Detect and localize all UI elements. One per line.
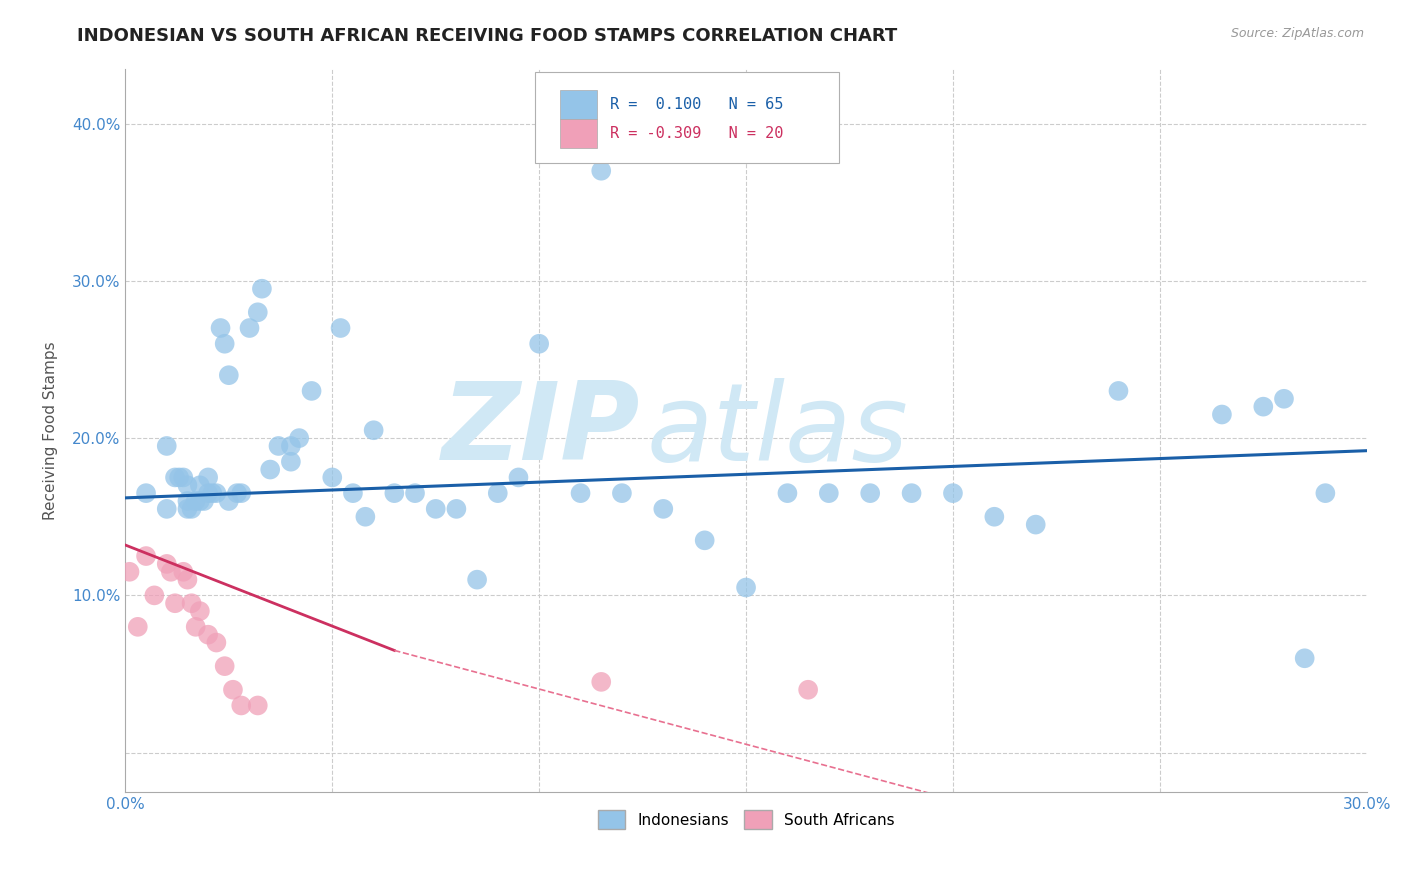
Text: Source: ZipAtlas.com: Source: ZipAtlas.com [1230, 27, 1364, 40]
Point [231, 698, 253, 713]
Point [508, 470, 530, 484]
Point [527, 336, 550, 351]
Point [280, 439, 302, 453]
Point [197, 486, 219, 500]
Point [218, 368, 240, 383]
Point [118, 565, 141, 579]
Point [569, 486, 592, 500]
Point [214, 659, 236, 673]
Point [160, 565, 183, 579]
Point [652, 501, 675, 516]
Point [231, 486, 253, 500]
Point [163, 470, 186, 484]
Point [267, 439, 290, 453]
Bar [560, 120, 598, 148]
Point [156, 501, 179, 516]
Point [1211, 408, 1233, 422]
FancyBboxPatch shape [536, 72, 839, 162]
Point [201, 486, 224, 500]
Point [591, 674, 613, 689]
Point [135, 486, 157, 500]
Point [246, 698, 269, 713]
Bar [560, 90, 598, 120]
Point [188, 478, 211, 492]
Point [163, 596, 186, 610]
Point [591, 163, 613, 178]
Point [363, 423, 385, 437]
Point [425, 501, 447, 516]
Point [735, 581, 758, 595]
Point [382, 486, 405, 500]
Point [288, 431, 311, 445]
Point [776, 486, 799, 500]
Point [693, 533, 716, 548]
Point [301, 384, 323, 398]
Point [156, 439, 179, 453]
Point [250, 282, 273, 296]
Text: INDONESIAN VS SOUTH AFRICAN RECEIVING FOOD STAMPS CORRELATION CHART: INDONESIAN VS SOUTH AFRICAN RECEIVING FO… [77, 27, 897, 45]
Point [209, 321, 232, 335]
Point [172, 470, 194, 484]
Point [1272, 392, 1295, 406]
Text: ZIP: ZIP [441, 377, 641, 483]
Point [226, 486, 249, 500]
Point [1025, 517, 1047, 532]
Point [280, 455, 302, 469]
Point [259, 462, 281, 476]
Point [205, 486, 228, 500]
Point [321, 470, 343, 484]
Point [197, 470, 219, 484]
Point [197, 628, 219, 642]
Text: atlas: atlas [647, 377, 908, 483]
Point [1253, 400, 1275, 414]
Point [176, 573, 198, 587]
Point [900, 486, 922, 500]
Point [238, 321, 260, 335]
Point [1294, 651, 1316, 665]
Point [156, 557, 179, 571]
Point [446, 501, 468, 516]
Point [817, 486, 839, 500]
Point [942, 486, 965, 500]
Point [797, 682, 820, 697]
Legend: Indonesians, South Africans: Indonesians, South Africans [592, 804, 901, 835]
Point [176, 501, 198, 516]
Point [180, 501, 202, 516]
Point [188, 494, 211, 508]
Point [205, 635, 228, 649]
Point [143, 588, 166, 602]
Point [222, 682, 245, 697]
Point [404, 486, 426, 500]
Point [188, 604, 211, 618]
Point [135, 549, 157, 563]
Point [246, 305, 269, 319]
Point [214, 336, 236, 351]
Point [983, 509, 1005, 524]
Point [1315, 486, 1337, 500]
Point [486, 486, 509, 500]
Point [354, 509, 377, 524]
Point [167, 470, 190, 484]
Point [218, 494, 240, 508]
Y-axis label: Receiving Food Stamps: Receiving Food Stamps [44, 341, 58, 519]
Point [193, 494, 215, 508]
Point [610, 486, 633, 500]
Point [184, 494, 207, 508]
Text: R = -0.309   N = 20: R = -0.309 N = 20 [610, 126, 783, 141]
Point [180, 596, 202, 610]
Text: R =  0.100   N = 65: R = 0.100 N = 65 [610, 97, 783, 112]
Point [342, 486, 364, 500]
Point [859, 486, 882, 500]
Point [172, 565, 194, 579]
Point [176, 478, 198, 492]
Point [127, 620, 149, 634]
Point [176, 494, 198, 508]
Point [329, 321, 352, 335]
Point [184, 620, 207, 634]
Point [465, 573, 488, 587]
Point [1108, 384, 1130, 398]
